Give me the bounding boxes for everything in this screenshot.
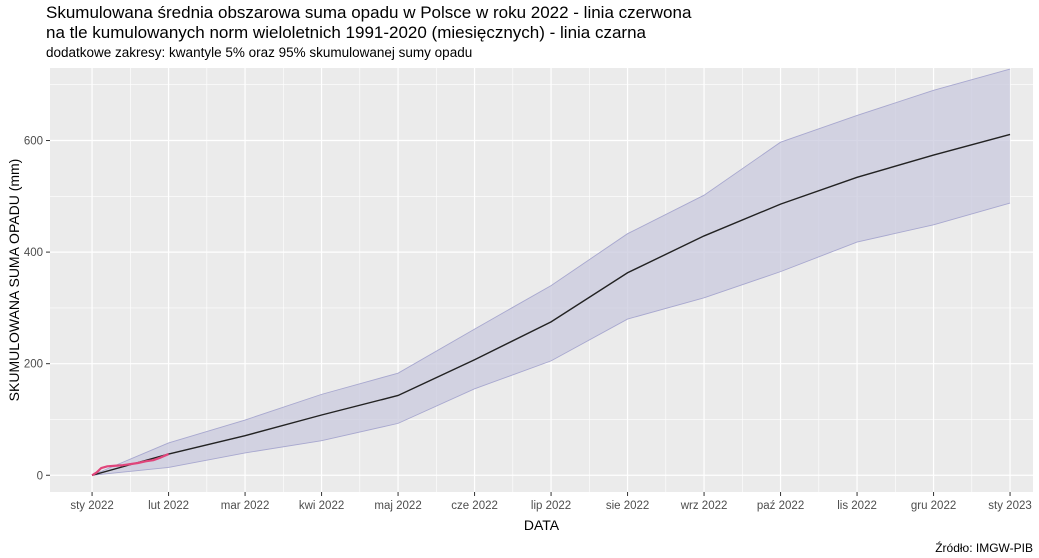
grid-major <box>50 68 1033 492</box>
x-tick-label: wrz 2022 <box>680 500 728 512</box>
observed-line <box>91 453 170 477</box>
x-axis: sty 2022 lut 2022 mar 2022 kwi 2022 maj 2022… <box>70 492 1032 512</box>
y-tick-label: 400 <box>24 247 43 259</box>
x-tick-label: paź 2022 <box>757 500 804 512</box>
quantile-band <box>91 68 1011 476</box>
x-tick-label: sty 2023 <box>988 500 1031 512</box>
y-axis: 0 200 400 600 <box>24 136 50 482</box>
x-tick-label: mar 2022 <box>221 500 270 512</box>
x-axis-title: DATA <box>524 517 560 533</box>
x-tick-label: gru 2022 <box>911 500 956 512</box>
quantile-band-area <box>92 69 1011 476</box>
y-tick-label: 200 <box>24 359 43 371</box>
x-tick-label: sie 2022 <box>606 500 649 512</box>
x-tick-label: lip 2022 <box>531 500 571 512</box>
quantile-5-line <box>92 202 1011 476</box>
source-caption: Źródło: IMGW-PIB <box>935 541 1033 555</box>
chart-title: Skumulowana średnia obszarowa suma opadu… <box>46 3 691 43</box>
y-tick-label: 0 <box>37 470 43 482</box>
series-lines <box>91 133 1011 477</box>
x-tick-label: sty 2022 <box>70 500 113 512</box>
grid-minor <box>50 68 1033 492</box>
y-tick-label: 600 <box>24 136 43 148</box>
x-tick-label: lis 2022 <box>837 500 877 512</box>
chart-title-line1: Skumulowana średnia obszarowa suma opadu… <box>46 3 692 22</box>
x-tick-label: kwi 2022 <box>299 500 344 512</box>
quantile-95-line <box>91 68 1011 476</box>
y-axis-title: SKUMULOWANA SUMA OPADU (mm) <box>6 159 22 402</box>
norm-line <box>91 133 1011 476</box>
x-tick-label: cze 2022 <box>451 500 498 512</box>
chart-title-line2: na tle kumulowanych norm wieloletnich 19… <box>46 23 647 42</box>
x-tick-label: maj 2022 <box>374 500 421 512</box>
x-tick-label: lut 2022 <box>148 500 189 512</box>
chart-subtitle: dodatkowe zakresy: kwantyle 5% oraz 95% … <box>46 45 473 60</box>
